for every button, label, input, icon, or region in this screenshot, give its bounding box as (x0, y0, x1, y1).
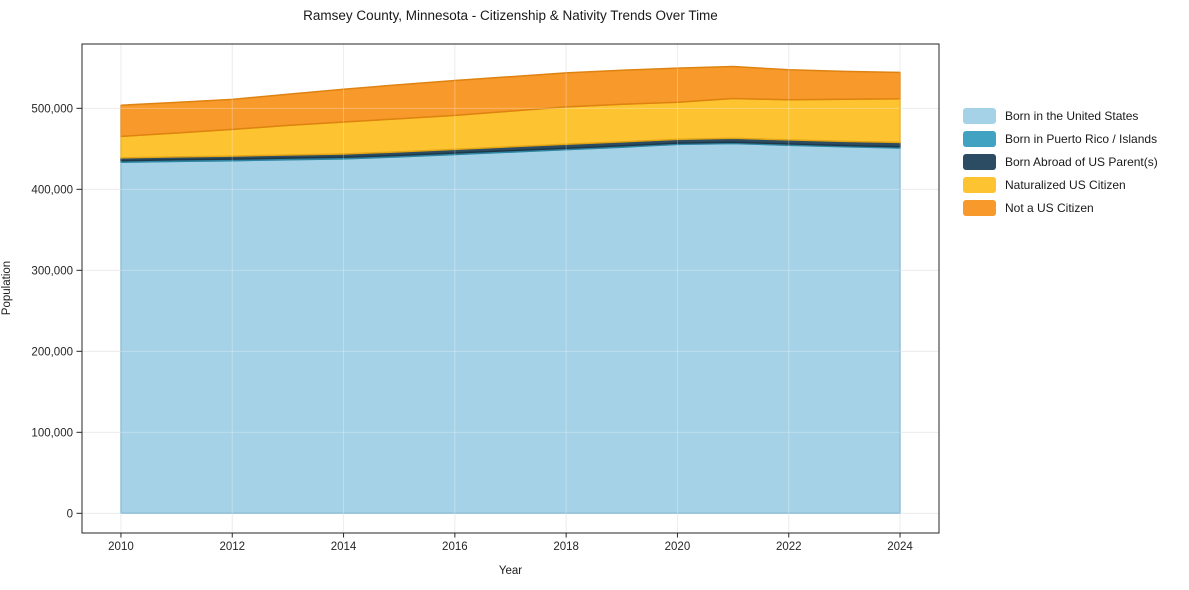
x-tick-label: 2024 (887, 541, 913, 553)
y-tick-label: 200,000 (31, 346, 73, 358)
x-tick-label: 2018 (553, 541, 579, 553)
legend-item-born-in-puerto-rico-islands: Born in Puerto Rico / Islands (963, 127, 1158, 150)
y-axis-label: Population (1, 260, 13, 316)
legend-swatch (963, 107, 996, 124)
legend-swatch (963, 199, 996, 216)
legend-item-born-abroad-of-us-parent-s: Born Abroad of US Parent(s) (963, 150, 1158, 173)
legend-label: Born in Puerto Rico / Islands (1005, 131, 1158, 146)
legend: Born in the United States Born in Puerto … (963, 104, 1158, 219)
x-tick-label: 2010 (108, 541, 134, 553)
x-tick-label: 2012 (219, 541, 245, 553)
legend-swatch (963, 153, 996, 170)
area-not-a-us-citizen (120, 65, 901, 138)
legend-item-not-a-us-citizen: Not a US Citizen (963, 196, 1158, 219)
legend-label: Naturalized US Citizen (1005, 177, 1126, 192)
legend-label: Born Abroad of US Parent(s) (1005, 154, 1158, 169)
y-tick-label: 0 (67, 508, 73, 520)
plot-border (81, 43, 940, 534)
x-tick-label: 2014 (331, 541, 357, 553)
x-tick-label: 2020 (665, 541, 691, 553)
x-tick-label: 2022 (776, 541, 802, 553)
legend-item-born-in-the-united-states: Born in the United States (963, 104, 1158, 127)
legend-label: Born in the United States (1005, 108, 1139, 123)
x-tick-label: 2016 (442, 541, 468, 553)
legend-swatch (963, 130, 996, 147)
y-tick-label: 400,000 (31, 184, 73, 196)
chart-title: Ramsey County, Minnesota - Citizenship &… (303, 8, 718, 23)
legend-swatch (963, 176, 996, 193)
y-tick-label: 300,000 (31, 265, 73, 277)
legend-label: Not a US Citizen (1005, 200, 1094, 215)
y-tick-label: 100,000 (31, 427, 73, 439)
area-born-in-the-united-states (120, 142, 901, 515)
legend-item-naturalized-us-citizen: Naturalized US Citizen (963, 173, 1158, 196)
y-tick-label: 500,000 (31, 103, 73, 115)
x-axis-label: Year (498, 565, 523, 577)
